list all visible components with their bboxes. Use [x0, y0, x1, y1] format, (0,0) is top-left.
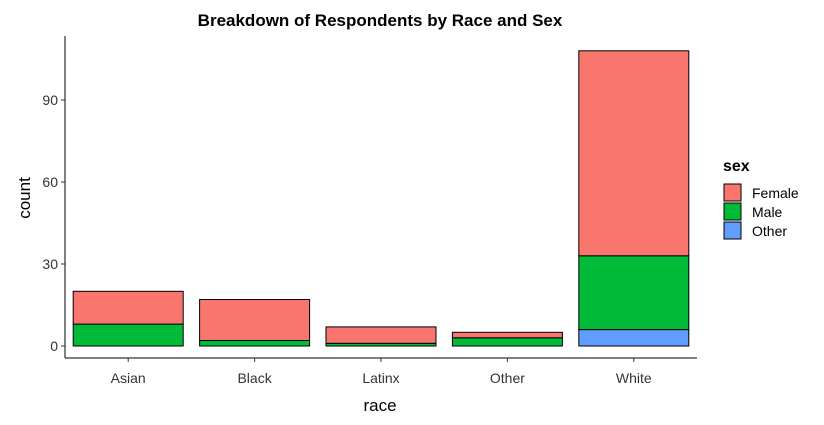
- bar-white-male: [578, 255, 690, 331]
- y-tick-label: 30: [42, 256, 58, 272]
- legend-label-female: Female: [752, 185, 799, 201]
- legend-swatch-male: [723, 202, 742, 221]
- x-tick-label-white: White: [616, 370, 652, 386]
- x-axis-title: race: [363, 396, 396, 415]
- chart-title: Breakdown of Respondents by Race and Sex: [198, 11, 563, 30]
- bar-black-female: [199, 299, 311, 341]
- x-axis-ticks: Asian Black Latinx Other White: [111, 358, 652, 386]
- bar-white-female: [578, 50, 690, 257]
- legend-label-male: Male: [752, 204, 783, 220]
- legend-label-other: Other: [752, 223, 787, 239]
- bar-other-male: [451, 337, 563, 347]
- bar-asian-female: [72, 290, 184, 325]
- bar-white-other: [578, 329, 690, 347]
- y-axis-ticks: 0 30 60 90: [42, 92, 65, 354]
- legend-title: sex: [723, 158, 750, 175]
- plot-area: [72, 50, 690, 347]
- bar-latinx-female: [325, 326, 437, 344]
- x-tick-label-latinx: Latinx: [362, 370, 399, 386]
- y-tick-label: 60: [42, 174, 58, 190]
- y-tick-label: 90: [42, 92, 58, 108]
- bar-asian-male: [72, 323, 184, 347]
- y-axis-title: count: [15, 177, 34, 219]
- legend: sex Female Male Other: [723, 158, 799, 240]
- legend-items: Female Male Other: [723, 183, 799, 240]
- bar-other-female: [451, 331, 563, 339]
- bar-black-male: [199, 340, 311, 347]
- x-tick-label-black: Black: [237, 370, 272, 386]
- y-tick-label: 0: [50, 338, 58, 354]
- legend-swatch-other: [723, 221, 742, 240]
- legend-swatch-female: [723, 183, 742, 202]
- x-tick-label-other: Other: [490, 370, 525, 386]
- x-tick-label-asian: Asian: [111, 370, 146, 386]
